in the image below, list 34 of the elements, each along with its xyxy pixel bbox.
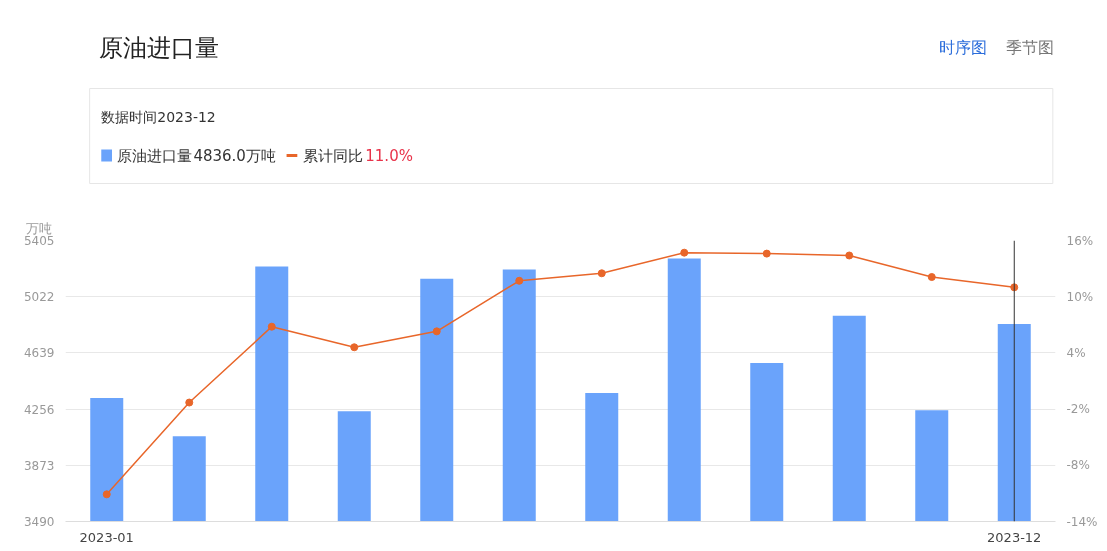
y2-tick-label: 4%: [1066, 345, 1086, 360]
y2-tick-label: -8%: [1066, 458, 1090, 473]
text: 季节图: [1005, 38, 1054, 57]
text: 时序图: [938, 38, 987, 57]
point: [515, 276, 524, 285]
y-tick-label: 3873: [23, 458, 55, 473]
y2-tick-label: -14%: [1066, 514, 1098, 529]
text: 数据时间2023-12: [101, 108, 216, 125]
point: [597, 269, 606, 278]
y-axis-title: 万吨: [25, 220, 52, 236]
y-tick-label: 3490: [23, 515, 55, 529]
point: [845, 251, 854, 260]
y-tick-label: 5022: [23, 290, 55, 305]
chart-title: 原油进口量: [99, 33, 220, 62]
point: [267, 322, 276, 331]
point: [680, 248, 689, 257]
y-tick-label: 5405: [23, 234, 55, 248]
y-tick-label: 4639: [23, 346, 55, 361]
point: [432, 327, 441, 336]
y2-tick-label: 10%: [1066, 289, 1094, 304]
text: 4836.0万吨: [193, 146, 276, 165]
legend-label: 累计同比: [302, 146, 363, 165]
x-tick-label: 2023-01: [79, 529, 134, 545]
point: [185, 398, 194, 407]
text: 11.0%: [365, 146, 413, 165]
y2-tick-label: -2%: [1066, 402, 1090, 417]
x-tick-label: 2023-12: [987, 529, 1042, 545]
point: [102, 490, 111, 499]
y2-tick-label: 16%: [1066, 233, 1094, 248]
point: [350, 343, 359, 352]
legend-label: 原油进口量: [117, 146, 193, 165]
y-tick-label: 4256: [23, 402, 55, 417]
point: [927, 273, 936, 282]
point: [762, 249, 771, 258]
